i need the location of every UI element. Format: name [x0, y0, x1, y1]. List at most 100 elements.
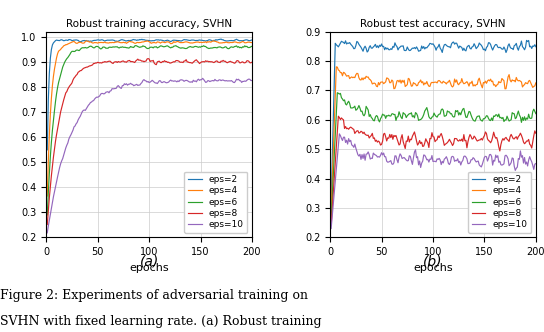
eps=10 — [199, 76, 206, 80]
eps=6 — [249, 44, 255, 48]
eps=10 — [239, 79, 246, 83]
eps=8 — [367, 134, 374, 138]
eps=2 — [232, 38, 239, 42]
eps=6 — [57, 77, 63, 81]
eps=10 — [82, 108, 89, 112]
eps=4 — [533, 81, 539, 85]
eps=8 — [82, 66, 89, 70]
Line: eps=10: eps=10 — [331, 134, 536, 228]
Line: eps=6: eps=6 — [47, 45, 252, 215]
eps=4 — [367, 78, 374, 82]
Line: eps=10: eps=10 — [47, 78, 252, 233]
eps=4 — [333, 65, 339, 69]
eps=8 — [341, 126, 348, 130]
eps=6 — [367, 113, 374, 117]
Title: Robust test accuracy, SVHN: Robust test accuracy, SVHN — [360, 19, 506, 29]
eps=4 — [384, 76, 390, 80]
X-axis label: epochs: epochs — [129, 263, 169, 273]
eps=10 — [341, 135, 348, 139]
eps=6 — [533, 112, 539, 116]
Line: eps=8: eps=8 — [47, 58, 252, 224]
Legend: eps=2, eps=4, eps=6, eps=8, eps=10: eps=2, eps=4, eps=6, eps=8, eps=10 — [184, 172, 248, 233]
eps=6 — [523, 116, 530, 120]
eps=10 — [336, 132, 343, 136]
eps=2 — [218, 37, 224, 41]
eps=8 — [384, 139, 390, 143]
X-axis label: epochs: epochs — [413, 263, 453, 273]
eps=8 — [337, 118, 344, 122]
eps=6 — [341, 98, 348, 102]
eps=10 — [52, 184, 59, 188]
eps=6 — [384, 114, 390, 118]
eps=2 — [366, 45, 373, 49]
eps=2 — [82, 39, 89, 43]
eps=2 — [249, 38, 255, 42]
eps=6 — [337, 91, 344, 95]
eps=8 — [232, 61, 239, 65]
Text: (a): (a) — [139, 255, 159, 269]
eps=4 — [232, 40, 239, 44]
eps=2 — [328, 199, 335, 203]
eps=10 — [533, 162, 539, 166]
eps=4 — [337, 71, 344, 75]
Line: eps=2: eps=2 — [47, 39, 252, 150]
eps=10 — [249, 78, 255, 82]
eps=10 — [384, 159, 390, 163]
Legend: eps=2, eps=4, eps=6, eps=8, eps=10: eps=2, eps=4, eps=6, eps=8, eps=10 — [468, 172, 531, 233]
Text: Figure 2: Experiments of adversarial training on: Figure 2: Experiments of adversarial tra… — [0, 289, 308, 302]
eps=2 — [382, 45, 389, 49]
eps=2 — [515, 48, 522, 52]
Line: eps=4: eps=4 — [47, 41, 252, 196]
eps=4 — [239, 40, 246, 43]
eps=8 — [335, 114, 342, 118]
eps=4 — [328, 209, 335, 213]
eps=2 — [340, 41, 347, 44]
Line: eps=8: eps=8 — [331, 116, 536, 225]
eps=8 — [57, 116, 63, 120]
eps=6 — [44, 213, 51, 217]
eps=4 — [341, 71, 348, 75]
Line: eps=6: eps=6 — [331, 93, 536, 219]
eps=6 — [82, 45, 89, 49]
eps=6 — [334, 91, 341, 95]
eps=2 — [57, 39, 63, 42]
eps=6 — [328, 217, 335, 221]
eps=10 — [232, 79, 239, 83]
eps=2 — [239, 39, 246, 43]
eps=10 — [44, 231, 51, 235]
Line: eps=2: eps=2 — [331, 41, 536, 201]
eps=4 — [52, 61, 59, 65]
eps=10 — [516, 157, 523, 161]
eps=2 — [523, 39, 530, 42]
eps=10 — [523, 160, 530, 164]
eps=8 — [523, 139, 530, 143]
eps=6 — [239, 45, 246, 49]
Text: (b): (b) — [423, 255, 443, 269]
Line: eps=4: eps=4 — [331, 67, 536, 211]
eps=2 — [522, 45, 529, 49]
eps=6 — [52, 100, 59, 104]
eps=4 — [57, 48, 63, 52]
eps=8 — [249, 60, 255, 64]
eps=6 — [516, 113, 523, 117]
eps=4 — [82, 40, 89, 43]
eps=6 — [232, 44, 239, 48]
Title: Robust training accuracy, SVHN: Robust training accuracy, SVHN — [66, 19, 232, 29]
eps=6 — [132, 43, 139, 47]
Text: SVHN with fixed learning rate. (a) Robust training: SVHN with fixed learning rate. (a) Robus… — [0, 315, 322, 328]
eps=8 — [328, 223, 335, 227]
eps=2 — [44, 148, 51, 152]
eps=8 — [98, 61, 105, 65]
eps=8 — [516, 133, 523, 137]
eps=10 — [57, 166, 63, 170]
eps=4 — [44, 194, 51, 198]
eps=4 — [249, 41, 255, 44]
eps=4 — [100, 41, 106, 44]
eps=4 — [523, 81, 530, 85]
eps=10 — [337, 133, 344, 137]
eps=8 — [145, 56, 151, 60]
eps=10 — [367, 157, 374, 161]
eps=2 — [533, 45, 539, 49]
eps=10 — [328, 226, 335, 230]
eps=2 — [336, 43, 343, 47]
